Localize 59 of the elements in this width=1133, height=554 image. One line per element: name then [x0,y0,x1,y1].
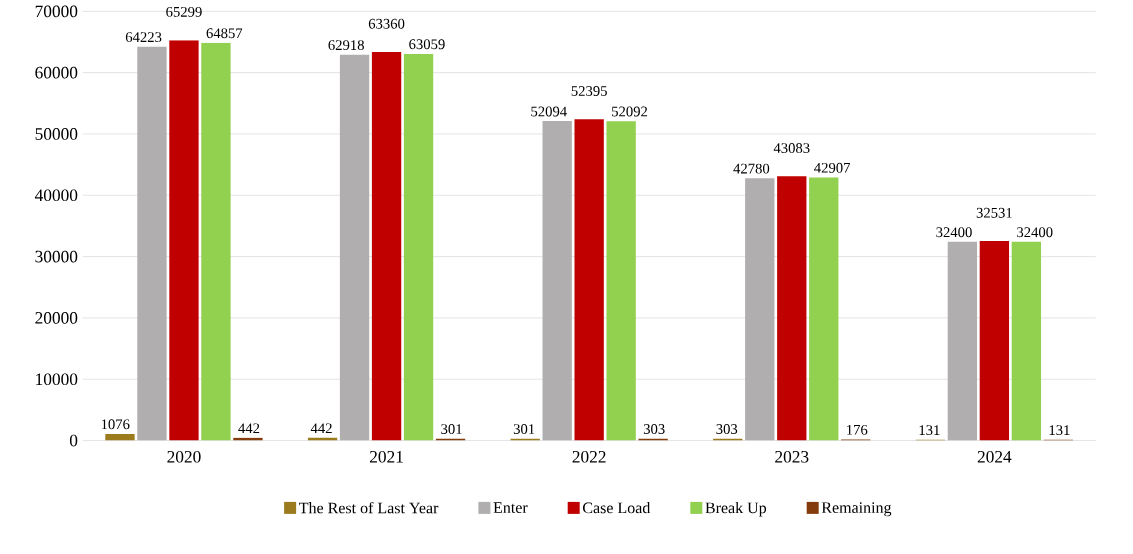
data-label: 52094 [531,106,567,117]
x-tick-label: 2022 [572,451,606,463]
legend-label: The Rest of Last Year [299,502,439,514]
bar [574,119,604,441]
bar [979,241,1010,441]
bar [542,121,572,441]
y-tick-label: 70000 [35,5,78,18]
data-label: 64857 [206,28,243,39]
bar [809,177,839,441]
data-label: 64223 [125,32,162,43]
bar [947,241,978,441]
data-label: 65299 [166,7,202,17]
legend-label: Enter [493,502,528,514]
y-tick-label: 20000 [35,312,78,324]
data-label: 62918 [328,40,364,51]
x-tick-label: 2021 [369,451,403,463]
bar [137,46,167,441]
bar [606,121,636,441]
data-label: 176 [847,424,868,435]
legend-label: Break Up [705,502,767,517]
y-tick-label: 40000 [34,189,78,202]
data-label: 442 [238,423,260,434]
x-tick-label: 2024 [977,451,1012,463]
bar [169,40,199,441]
data-label: 131 [1049,425,1070,436]
data-label: 303 [643,424,665,435]
legend-label: Remaining [821,502,892,517]
legend-label: Case Load [583,502,651,514]
y-tick-label: 0 [69,434,78,447]
x-tick-label: 2020 [167,451,201,463]
data-label: 131 [919,425,940,436]
data-label: 301 [513,424,535,435]
bar [201,42,231,441]
bar [403,53,434,441]
data-label: 442 [310,423,332,434]
x-tick-label: 2023 [775,451,809,463]
data-label: 43083 [773,143,810,154]
data-label: 32400 [936,227,972,238]
data-label: 32400 [1017,227,1053,238]
bar [371,52,402,441]
y-tick-label: 10000 [36,373,78,386]
y-tick-label: 30000 [35,250,78,263]
data-label: 52395 [571,86,607,96]
bar [777,176,807,441]
y-tick-label: 50000 [35,128,78,140]
data-label: 63059 [409,39,445,50]
bar [339,54,370,441]
data-label: 63360 [368,18,405,29]
data-label: 301 [441,424,462,435]
bar [1011,241,1042,441]
data-label: 32531 [976,207,1012,218]
bar [745,178,775,441]
data-label: 52092 [612,106,648,117]
y-tick-label: 60000 [35,66,78,79]
data-label: 42907 [814,162,851,173]
bar [105,434,135,441]
data-label: 42780 [733,163,770,174]
data-label: 1076 [101,419,130,430]
data-label: 303 [716,424,738,435]
